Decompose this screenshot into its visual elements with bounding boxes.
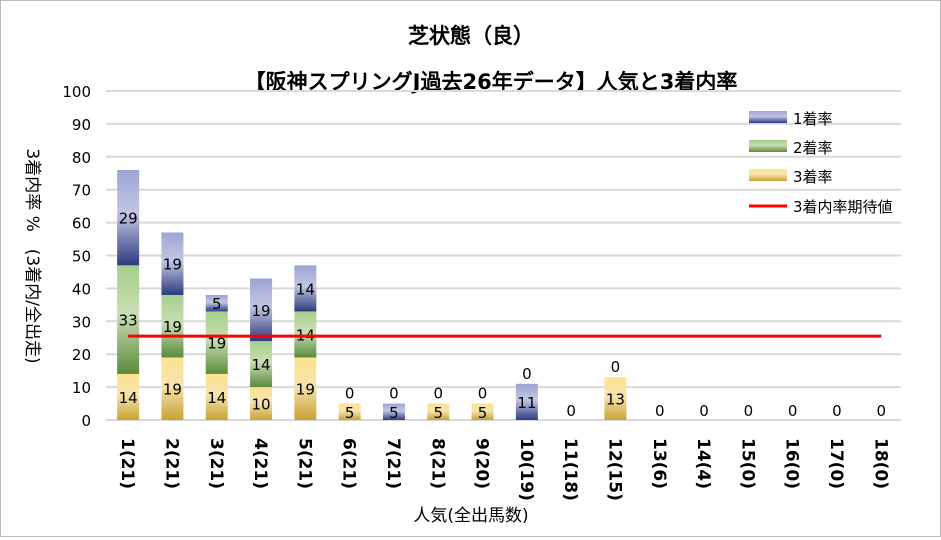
data-label: 19 <box>163 256 182 274</box>
x-tick-label: 17(0) <box>826 438 846 489</box>
data-label: 0 <box>345 385 355 403</box>
y-axis-label: 3着内率 % (3着内/全出走) <box>22 148 42 363</box>
y-tick-label: 50 <box>72 248 91 266</box>
data-label: 14 <box>252 356 271 374</box>
x-tick-label: 5(21) <box>294 438 314 489</box>
data-label: 0 <box>611 358 621 376</box>
y-tick-label: 100 <box>62 83 91 101</box>
bar-segment-3 <box>161 232 184 295</box>
data-label: 19 <box>252 302 271 320</box>
bar-segment-2 <box>161 294 184 358</box>
y-tick-label: 40 <box>72 280 91 298</box>
data-label: 10 <box>252 396 271 414</box>
bar-segment-1 <box>427 403 450 420</box>
legend-label: 3着内率期待値 <box>793 198 893 216</box>
y-tick-label: 60 <box>72 215 91 233</box>
y-tick-label: 70 <box>72 182 91 200</box>
data-label: 29 <box>119 210 138 228</box>
data-label: 14 <box>207 389 226 407</box>
bar-segment-3 <box>294 265 317 312</box>
x-tick-label: 7(21) <box>383 438 403 489</box>
bar-segment-2 <box>250 341 273 388</box>
bar-segment-3 <box>205 294 228 312</box>
x-tick-label: 11(18) <box>560 438 580 501</box>
x-tick-label: 16(0) <box>782 438 802 489</box>
x-tick-label: 6(21) <box>339 438 359 489</box>
x-tick-label: 9(20) <box>472 438 492 489</box>
y-tick-label: 80 <box>72 149 91 167</box>
bar-segment-1 <box>294 357 317 420</box>
data-label: 5 <box>212 295 222 313</box>
data-label: 14 <box>296 280 315 298</box>
x-tick-label: 2(21) <box>161 438 181 489</box>
x-tick-label: 15(0) <box>737 438 757 489</box>
data-label: 0 <box>788 402 798 420</box>
data-label: 5 <box>345 404 355 422</box>
y-tick-label: 10 <box>72 379 91 397</box>
bar-segment-3 <box>250 278 273 342</box>
data-label: 33 <box>119 312 138 330</box>
bar-segment-1 <box>117 373 140 420</box>
x-tick-label: 12(15) <box>604 438 624 501</box>
legend-swatch <box>749 140 787 152</box>
legend-label: 2着率 <box>793 139 833 157</box>
chart-title: 芝状態（良） <box>408 24 534 48</box>
x-tick-label: 13(6) <box>649 438 669 489</box>
data-label: 19 <box>207 335 226 353</box>
bar-segment-3 <box>515 383 538 420</box>
x-tick-label: 3(21) <box>206 438 226 489</box>
bar-segment-1 <box>205 373 228 420</box>
data-label: 0 <box>433 385 443 403</box>
data-label: 0 <box>876 402 886 420</box>
data-label: 5 <box>389 404 399 422</box>
data-label: 0 <box>699 402 709 420</box>
data-label: 5 <box>478 404 488 422</box>
bar-segment-2 <box>205 311 228 374</box>
data-label: 0 <box>566 402 576 420</box>
y-tick-label: 0 <box>81 412 91 430</box>
legend-label: 3着率 <box>793 168 833 186</box>
x-tick-label: 14(4) <box>693 438 713 489</box>
x-tick-label: 10(19) <box>516 438 536 501</box>
legend-label: 1着率 <box>793 110 833 128</box>
x-axis-label: 人気(全出馬数) <box>413 506 528 526</box>
x-tick-label: 8(21) <box>427 438 447 489</box>
data-label: 0 <box>655 402 665 420</box>
y-tick-label: 90 <box>72 116 91 134</box>
bar-segment-1 <box>250 387 273 420</box>
bar-segment-3 <box>382 403 405 420</box>
data-label: 0 <box>389 385 399 403</box>
data-label: 0 <box>522 365 532 383</box>
data-label: 19 <box>163 381 182 399</box>
y-tick-label: 20 <box>72 346 91 364</box>
bar-segment-1 <box>604 377 627 420</box>
data-label: 5 <box>433 404 443 422</box>
x-tick-label: 1(21) <box>117 438 137 489</box>
data-label: 19 <box>296 381 315 399</box>
x-tick-label: 18(0) <box>870 438 890 489</box>
x-tick-label: 4(21) <box>250 438 270 489</box>
data-label: 11 <box>517 394 536 412</box>
bar-segment-1 <box>471 403 494 420</box>
legend-swatch <box>749 169 787 181</box>
y-tick-label: 30 <box>72 313 91 331</box>
bar-segment-1 <box>338 403 361 420</box>
bar-segment-2 <box>294 311 317 358</box>
legend-swatch <box>749 111 787 123</box>
bar-segment-1 <box>161 357 184 420</box>
data-label: 0 <box>832 402 842 420</box>
data-label: 14 <box>119 389 138 407</box>
data-label: 19 <box>163 318 182 336</box>
bar-segment-3 <box>117 169 140 266</box>
bar-segment-2 <box>117 265 140 374</box>
data-label: 13 <box>606 391 625 409</box>
data-label: 0 <box>744 402 754 420</box>
data-label: 0 <box>478 385 488 403</box>
